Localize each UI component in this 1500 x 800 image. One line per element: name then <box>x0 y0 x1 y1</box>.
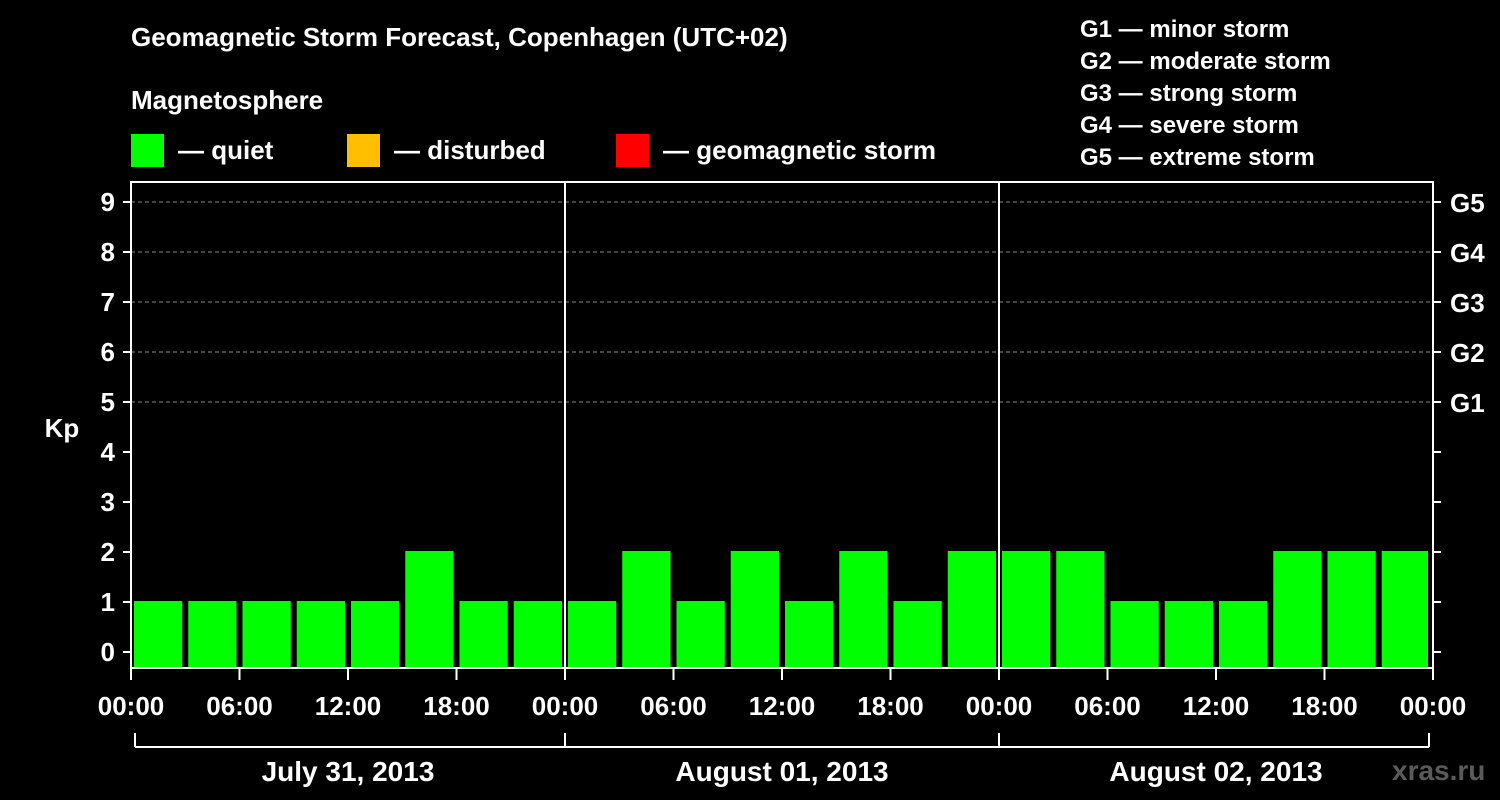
g-scale-legend: G1 — minor storm G2 — moderate storm G3 … <box>1080 14 1331 174</box>
x-tick-label: 00:00 <box>1400 691 1467 721</box>
g3-description: G3 — strong storm <box>1080 80 1298 107</box>
x-tick-label: 12:00 <box>315 691 382 721</box>
kp-bar <box>242 601 291 668</box>
x-tick-label: 18:00 <box>857 691 924 721</box>
kp-bar <box>1002 551 1051 668</box>
x-tick-label: 06:00 <box>640 691 707 721</box>
x-tick-label: 00:00 <box>966 691 1033 721</box>
g-level-label: G2 <box>1450 338 1485 368</box>
legend-disturbed-label: — disturbed <box>394 135 546 165</box>
g-level-label: G3 <box>1450 288 1485 318</box>
kp-bar <box>1056 551 1105 668</box>
kp-bar <box>134 601 183 668</box>
x-tick-label: 06:00 <box>206 691 273 721</box>
magnetosphere-label: Magnetosphere <box>131 85 324 115</box>
kp-bar <box>568 601 617 668</box>
y-tick-label: 9 <box>101 187 115 217</box>
y-tick-label: 5 <box>101 387 115 417</box>
day-label: August 02, 2013 <box>1109 756 1322 787</box>
g5-description: G5 — extreme storm <box>1080 144 1315 171</box>
y-tick-label: 3 <box>101 487 115 517</box>
kp-bar <box>676 601 725 668</box>
kp-bar <box>947 551 996 668</box>
g-level-label: G5 <box>1450 188 1485 218</box>
y-tick-label: 0 <box>101 637 115 667</box>
y-axis-label: Kp <box>45 413 80 443</box>
storm-swatch <box>616 134 649 167</box>
kp-bar <box>1327 551 1376 668</box>
disturbed-swatch <box>347 134 380 167</box>
g4-description: G4 — severe storm <box>1080 112 1299 139</box>
y-tick-label: 6 <box>101 337 115 367</box>
plot-frame <box>130 181 1434 669</box>
kp-bar <box>405 551 454 668</box>
legend-storm: — geomagnetic storm <box>616 134 936 167</box>
kp-bar <box>839 551 888 668</box>
kp-bar <box>1164 601 1213 668</box>
kp-bar <box>513 601 562 668</box>
legend-disturbed: — disturbed <box>347 134 546 167</box>
y-tick-label: 1 <box>101 587 115 617</box>
y-tick-label: 2 <box>101 537 115 567</box>
kp-bar <box>1110 601 1159 668</box>
legend-quiet-label: — quiet <box>178 135 274 165</box>
kp-bar <box>730 551 779 668</box>
x-tick-label: 06:00 <box>1074 691 1141 721</box>
day-label: July 31, 2013 <box>262 756 435 787</box>
g2-description: G2 — moderate storm <box>1080 48 1331 75</box>
kp-bar <box>1273 551 1322 668</box>
kp-bar <box>1381 551 1428 668</box>
kp-bar <box>785 601 834 668</box>
kp-bar <box>893 601 942 668</box>
chart-title: Geomagnetic Storm Forecast, Copenhagen (… <box>131 22 788 52</box>
y-tick-label: 4 <box>101 437 116 467</box>
quiet-swatch <box>131 134 164 167</box>
kp-bar <box>1219 601 1268 668</box>
kp-bar <box>351 601 400 668</box>
y-tick-label: 7 <box>101 287 115 317</box>
kp-bar <box>459 601 508 668</box>
y-tick-label: 8 <box>101 237 115 267</box>
legend-quiet: — quiet <box>131 134 273 167</box>
watermark: xras.ru <box>1392 755 1486 786</box>
x-tick-label: 18:00 <box>423 691 490 721</box>
kp-bar <box>296 601 345 668</box>
kp-bar <box>622 551 671 668</box>
legend-storm-label: — geomagnetic storm <box>663 135 937 165</box>
kp-bar <box>188 601 237 668</box>
x-tick-label: 00:00 <box>532 691 599 721</box>
x-tick-label: 00:00 <box>98 691 165 721</box>
x-tick-label: 12:00 <box>1183 691 1250 721</box>
day-label: August 01, 2013 <box>675 756 888 787</box>
x-tick-label: 18:00 <box>1291 691 1358 721</box>
g1-description: G1 — minor storm <box>1080 16 1290 43</box>
x-tick-label: 12:00 <box>749 691 816 721</box>
g-level-label: G1 <box>1450 388 1485 418</box>
g-level-label: G4 <box>1450 238 1485 268</box>
